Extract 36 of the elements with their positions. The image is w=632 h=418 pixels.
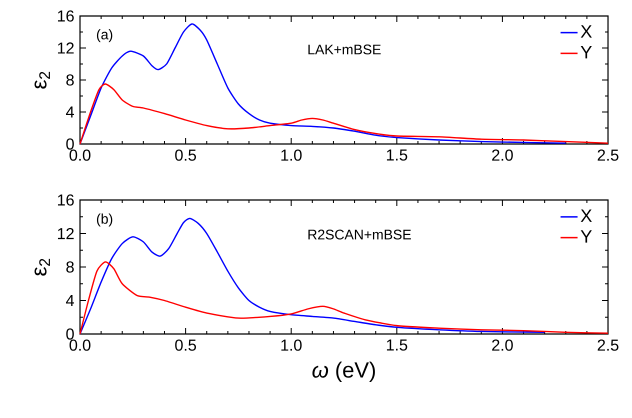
annotation: (a) [96, 29, 112, 42]
x-axis-title: ω (eV) [312, 362, 375, 382]
y-tick-label: 0 [66, 328, 74, 340]
y-tick-label: 8 [66, 74, 74, 86]
x-tick-label: 0.5 [175, 150, 196, 161]
legend-label: Y [580, 230, 592, 243]
legend-label: X [580, 25, 592, 38]
x-tick-label: 2.5 [598, 340, 618, 351]
x-tick-label: 2.5 [598, 150, 618, 161]
line-series [79, 83, 609, 145]
line-series [79, 23, 566, 145]
y-axis-title: ε$_{2}$ [34, 72, 50, 89]
legend-label: Y [580, 46, 592, 58]
legend-label: X [580, 210, 592, 222]
y-tick-label: 12 [58, 228, 74, 240]
x-tick-label: 2.0 [492, 340, 513, 351]
y-tick-label: 0 [66, 138, 74, 150]
x-tick-label: 0.0 [70, 150, 90, 161]
y-tick-label: 4 [66, 295, 74, 306]
y-tick-label: 12 [58, 42, 74, 54]
y-tick-label: 16 [58, 10, 74, 22]
y-tick-label: 4 [66, 106, 74, 118]
x-tick-label: 0.0 [70, 340, 90, 351]
y-tick-label: 8 [66, 261, 74, 273]
x-tick-label: 2.0 [492, 150, 513, 161]
x-tick-label: 1.5 [386, 150, 408, 161]
x-tick-label: 1.0 [281, 150, 302, 161]
x-tick-label: 1.0 [281, 340, 302, 351]
y-axis-title: ε$_{2}$ [34, 258, 50, 276]
annotation: (b) [96, 214, 112, 227]
annotation: LAK+mBSE [308, 44, 381, 54]
y-tick-label: 16 [58, 194, 74, 206]
line-series [79, 261, 609, 335]
x-tick-label: 1.5 [386, 340, 408, 351]
annotation: R2SCAN+mBSE [308, 230, 411, 240]
x-tick-label: 0.5 [175, 340, 196, 351]
